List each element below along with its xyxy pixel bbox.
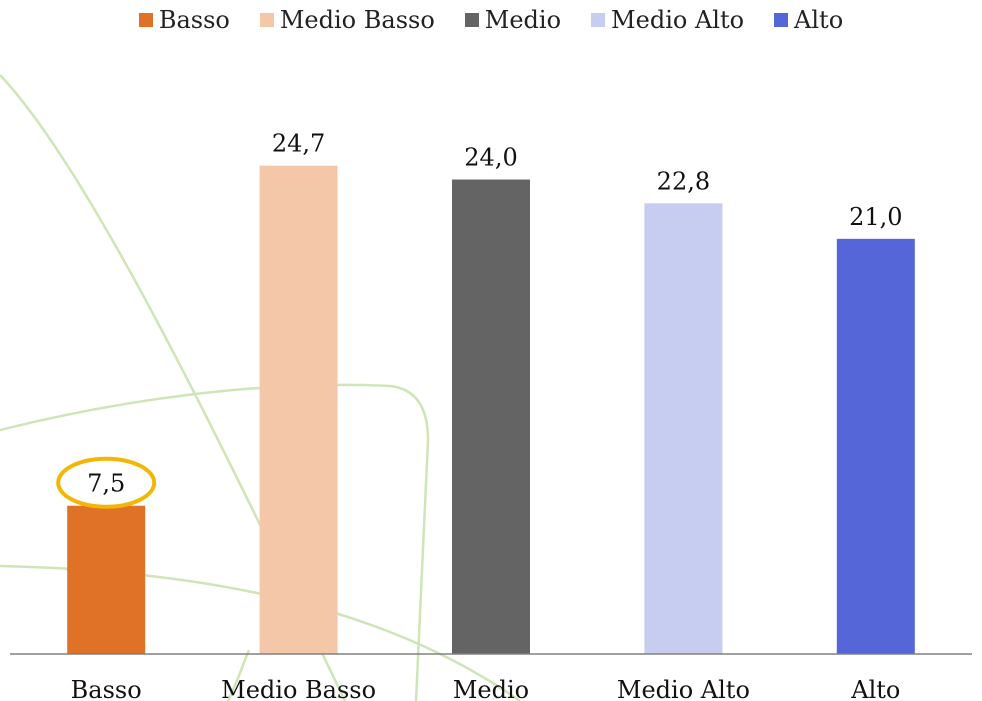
x-tick-medio: Medio: [453, 676, 529, 701]
legend-item-medio-basso: Medio Basso: [259, 6, 435, 34]
legend-label-alto: Alto: [794, 6, 844, 34]
value-label-medio-basso: 24,7: [272, 130, 325, 158]
value-labels: 7,5 24,7 24,0 22,8 21,0: [87, 130, 902, 498]
x-tick-basso: Basso: [71, 676, 142, 701]
value-label-basso: 7,5: [87, 470, 125, 498]
x-tick-alto: Alto: [850, 676, 900, 701]
x-tick-labels: Basso Medio Basso Medio Medio Alto Alto: [71, 676, 901, 701]
x-tick-medio-alto: Medio Alto: [617, 676, 750, 701]
highlight-ellipse: [56, 456, 157, 509]
bar-alto: [836, 238, 915, 654]
value-label-medio-alto: 22,8: [657, 167, 710, 195]
legend-swatch-medio-alto: [591, 13, 606, 27]
value-label-alto: 21,0: [849, 203, 902, 231]
legend-label-medio: Medio: [484, 6, 562, 34]
x-tick-medio-basso: Medio Basso: [221, 676, 376, 701]
legend-item-medio-alto: Medio Alto: [591, 6, 744, 34]
legend-label-medio-basso: Medio Basso: [279, 6, 435, 34]
legend-item-basso: Basso: [138, 6, 230, 34]
legend-item-medio: Medio: [464, 6, 562, 34]
legend-label-medio-alto: Medio Alto: [611, 6, 745, 34]
bar-medio: [452, 179, 530, 655]
bar-basso: [67, 505, 146, 654]
value-label-medio: 24,0: [464, 144, 517, 172]
legend-swatch-medio: [464, 13, 479, 27]
decoration-curve-4: [226, 649, 251, 701]
legend: Basso Medio Basso Medio Medio Alto Alto: [0, 6, 982, 34]
bars: [67, 165, 915, 655]
legend-item-alto: Alto: [774, 6, 843, 34]
bar-medio-basso: [259, 165, 338, 654]
bar-medio-alto: [644, 203, 723, 654]
legend-label-basso: Basso: [158, 6, 230, 34]
legend-swatch-medio-basso: [259, 13, 274, 27]
legend-swatch-alto: [774, 13, 789, 27]
legend-swatch-basso: [138, 13, 153, 27]
